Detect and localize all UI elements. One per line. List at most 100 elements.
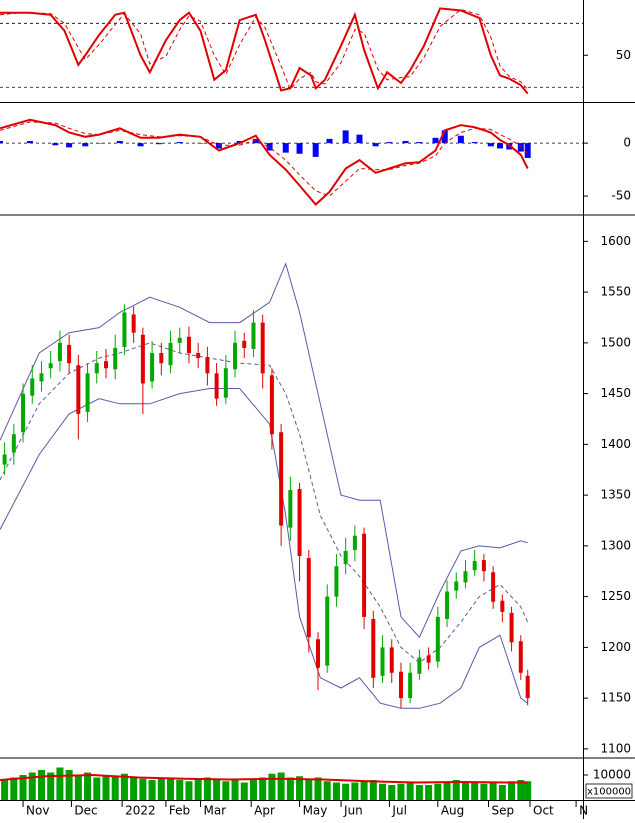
candle-body [408,672,413,699]
bar [47,772,55,800]
candle-body [279,432,284,526]
candle-body [445,591,450,619]
candle-body [57,342,62,362]
bar [471,142,478,144]
y-tick-label: 1150 [600,691,631,705]
bar [372,143,379,147]
bar [441,130,448,144]
unit-label: x100000 [587,787,631,798]
candle-body [223,368,228,398]
bar [406,782,414,800]
bar [487,143,494,147]
bar [120,773,128,800]
bar [176,780,184,800]
candle-body [113,347,118,370]
bar [369,780,377,800]
bar [84,772,92,800]
bar [296,776,304,800]
candle-body [251,322,256,349]
bar [213,780,221,800]
bar [65,770,73,800]
bar [215,143,222,149]
bar [137,143,144,147]
bar [268,773,276,800]
y-tick-label: -50 [611,189,631,203]
bar [517,143,524,152]
bar [66,143,73,148]
x-tick-label: Oct [533,804,554,818]
bar [489,782,497,800]
x-tick-label: Jun [343,804,363,818]
candle-body [491,572,496,602]
candle-body [500,600,505,612]
bar [379,783,387,800]
bar [130,777,138,800]
bar [351,782,359,800]
candle-body [343,550,348,565]
y-tick-label: 10000 [593,768,631,782]
bar [56,767,64,800]
y-tick-label: 1450 [600,386,631,400]
x-tick-label: Sep [492,804,515,818]
candle-body [21,393,26,433]
bar [356,134,363,144]
x-tick-label: N [579,804,588,818]
candle-body [85,373,90,412]
bar [203,777,211,800]
x-tick-label: Mar [203,804,226,818]
series-line [0,118,529,206]
bar [116,141,123,144]
candle-body [454,581,459,591]
bar [0,141,3,144]
candle-body [140,334,145,384]
bar [156,143,162,145]
bar [1,780,9,800]
bar [259,777,267,800]
bar [82,143,89,147]
bar [323,781,331,800]
candle-body [150,353,155,382]
bar [402,141,409,144]
bar [96,143,103,144]
candle-body [39,373,44,382]
candle-body [352,535,357,550]
series-line [0,121,529,197]
bar [74,775,82,800]
series-line [0,388,528,709]
bar [10,777,18,800]
candle-body [518,641,523,673]
bar [312,143,319,157]
bar [386,142,393,144]
y-tick-label: 1200 [600,640,631,654]
bar [457,135,464,144]
y-tick-label: 1600 [600,234,631,248]
candle-body [30,378,35,396]
y-tick-label: 1100 [600,741,631,755]
bar [326,138,333,144]
candle-body [177,337,182,343]
candle-body [362,533,367,617]
candle-body [94,363,99,374]
bar [425,785,433,800]
bar [305,780,313,800]
x-tick-label: Nov [26,804,49,818]
candle-body [472,561,477,571]
bar [342,783,350,800]
candle-body [525,675,530,699]
y-tick-label: 1500 [600,335,631,349]
bar [28,772,36,800]
bar [240,782,248,800]
candle-body [435,616,440,662]
candle-body [481,560,486,572]
y-tick-label: 1350 [600,488,631,502]
candle-body [269,375,274,435]
bar [434,783,442,800]
bar [443,782,451,800]
bar [139,778,147,800]
bar [52,143,59,146]
bar [498,785,506,800]
bar [524,781,532,800]
bar [231,780,239,800]
